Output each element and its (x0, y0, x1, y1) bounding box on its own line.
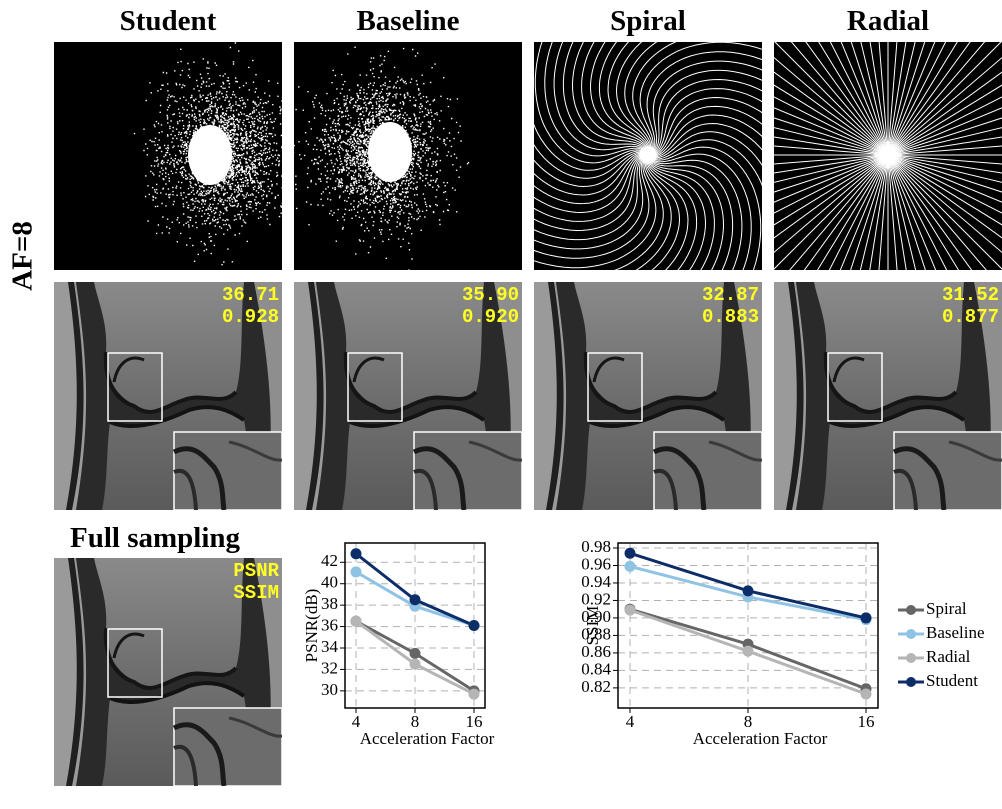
full-psnr: PSNR (233, 560, 279, 582)
data-point (625, 561, 636, 572)
y-tick-label: 42 (321, 551, 338, 570)
y-tick-label: 0.94 (581, 572, 611, 591)
y-axis-label: PSNR(dB) (302, 589, 321, 663)
x-tick-label: 4 (626, 712, 635, 731)
legend-marker (906, 605, 916, 615)
column-title: Spiral (610, 5, 686, 37)
radial-core (882, 149, 894, 161)
column-title: Baseline (356, 5, 459, 37)
legend-marker (906, 653, 916, 663)
data-point (410, 659, 421, 670)
full-ssim: SSIM (233, 582, 279, 604)
y-tick-label: 34 (321, 637, 339, 656)
data-point (625, 605, 636, 616)
data-point (351, 548, 362, 559)
data-point (469, 620, 480, 631)
y-axis-label: SSIM (583, 606, 602, 646)
data-point (410, 648, 421, 659)
mask-student (54, 42, 282, 270)
data-point (469, 689, 480, 700)
y-tick-label: 36 (321, 615, 338, 634)
legend-marker (906, 629, 916, 639)
y-tick-label: 0.92 (581, 589, 611, 608)
column-title: Student (120, 5, 217, 37)
y-tick-label: 0.82 (581, 677, 611, 696)
legend-marker (906, 677, 916, 687)
legend-label: Spiral (926, 599, 967, 618)
legend-label: Student (926, 671, 978, 690)
column-title: Radial (847, 5, 929, 37)
y-tick-label: 0.84 (581, 659, 611, 678)
x-axis-label: Acceleration Factor (693, 729, 828, 748)
spiral-core (640, 147, 656, 163)
psnr-value: 36.71 (222, 284, 279, 306)
figure: AF=8 Full sampling PSNR SSIM Student 36.7… (0, 0, 1002, 809)
ssim-value: 0.883 (702, 306, 759, 328)
psnr-value: 32.87 (702, 284, 759, 306)
row-label: AF=8 (7, 221, 39, 291)
y-tick-label: 40 (321, 573, 338, 592)
x-axis-label: Acceleration Factor (360, 729, 495, 748)
data-point (743, 646, 754, 657)
data-point (410, 594, 421, 605)
series-line (356, 554, 474, 626)
data-point (743, 585, 754, 596)
ssim-value: 0.877 (942, 306, 999, 328)
legend-label: Baseline (926, 623, 985, 642)
y-tick-label: 32 (321, 658, 338, 677)
y-tick-label: 0.98 (581, 537, 611, 556)
psnr-value: 35.90 (462, 284, 519, 306)
data-point (351, 616, 362, 627)
y-tick-label: 38 (321, 594, 338, 613)
mask-core (368, 122, 412, 182)
x-tick-label: 16 (858, 712, 875, 731)
data-point (861, 689, 872, 700)
ssim-value: 0.928 (222, 306, 279, 328)
data-point (351, 566, 362, 577)
y-tick-label: 30 (321, 680, 338, 699)
data-point (861, 612, 872, 623)
y-tick-label: 0.96 (581, 554, 611, 573)
psnr-value: 31.52 (942, 284, 999, 306)
full-title: Full sampling (70, 522, 241, 554)
legend-label: Radial (926, 647, 971, 666)
mask-core (188, 125, 232, 185)
data-point (625, 548, 636, 559)
ssim-value: 0.920 (462, 306, 519, 328)
